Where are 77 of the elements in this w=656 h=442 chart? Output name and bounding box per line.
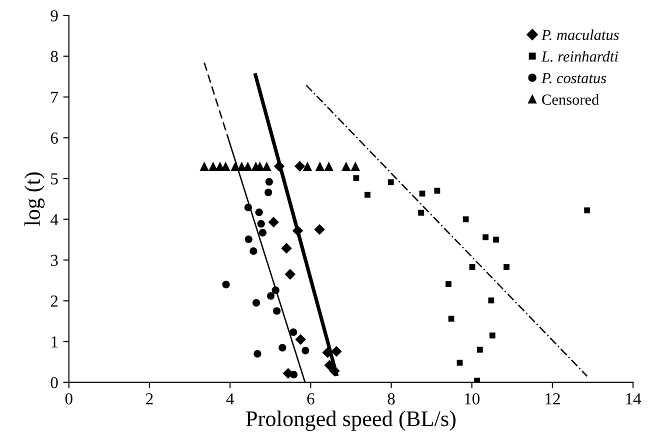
point [493, 236, 499, 243]
point [315, 162, 325, 171]
point [446, 281, 452, 288]
point [244, 204, 252, 212]
y-tick-label: 3 [50, 254, 58, 266]
point [504, 264, 510, 270]
point [254, 350, 262, 358]
point [264, 188, 272, 196]
point [302, 346, 310, 354]
point [331, 346, 342, 357]
point [350, 162, 360, 171]
y-tick-label: 4 [50, 214, 58, 226]
point [364, 192, 370, 198]
point [274, 160, 285, 172]
point [250, 247, 258, 255]
point [489, 332, 496, 338]
legend-label: P. costatus [541, 73, 606, 84]
point [353, 175, 360, 182]
point [290, 370, 298, 378]
point [278, 344, 286, 352]
x-tick-label: 10 [464, 393, 480, 404]
y-tick-label: 7 [51, 92, 58, 103]
point [252, 299, 260, 307]
point [482, 234, 488, 240]
x-tick-label: 8 [388, 393, 395, 404]
x-tick-label: 2 [146, 393, 153, 404]
point [434, 188, 440, 194]
y-tick-label: 9 [50, 10, 58, 22]
point [290, 328, 298, 336]
x-tick-label: 0 [65, 393, 72, 404]
point [295, 334, 306, 345]
x-tick-label: 14 [626, 393, 642, 404]
point [266, 292, 275, 300]
x-tick-label: 4 [226, 393, 234, 404]
point [284, 268, 296, 280]
point [324, 162, 334, 171]
point [265, 178, 273, 186]
point [258, 228, 267, 237]
point [255, 208, 263, 216]
y-tick-label: 5 [51, 173, 58, 184]
y-axis-title: log (t) [24, 172, 45, 226]
point [268, 216, 279, 228]
point [418, 210, 424, 216]
point [222, 280, 230, 288]
point [314, 224, 325, 235]
point [388, 179, 394, 186]
y-tick-label: 1 [52, 336, 58, 348]
x-tick-label: 6 [307, 393, 314, 404]
y-tick-label: 8 [50, 50, 58, 62]
y-tick-label: 0 [50, 377, 58, 388]
point [322, 347, 333, 358]
point [341, 162, 351, 171]
point [281, 242, 292, 254]
point [302, 162, 312, 171]
x-tick-label: 12 [546, 393, 560, 404]
point [262, 162, 272, 171]
point [200, 162, 209, 171]
point [257, 220, 265, 228]
point [292, 225, 304, 236]
y-tick-label: 2 [50, 296, 58, 307]
point [462, 216, 469, 222]
point [208, 162, 218, 171]
point [469, 264, 476, 270]
point [273, 307, 281, 315]
point [419, 190, 426, 197]
legend-label: L. reinhardti [541, 50, 618, 62]
point [488, 297, 494, 304]
point [329, 366, 340, 376]
point [294, 160, 306, 172]
y-tick-label: 6 [50, 132, 58, 144]
point [476, 346, 483, 353]
point [244, 235, 252, 244]
x-axis-title: Prolonged speed (BL/s) [246, 410, 456, 431]
legend-label: P. maculatus [541, 29, 619, 40]
point [272, 286, 280, 294]
point [584, 207, 590, 214]
legend-label: Censored [542, 94, 599, 105]
